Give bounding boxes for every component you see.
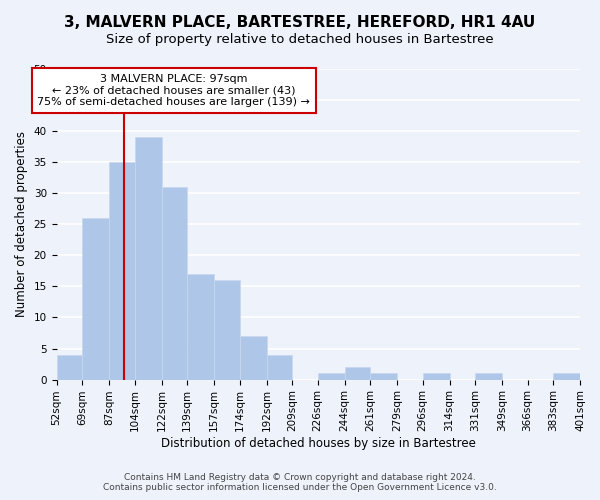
Bar (161, 187, 187, 380)
Bar (82, 218, 109, 380)
Bar (134, 138, 161, 380)
Text: Size of property relative to detached houses in Bartestree: Size of property relative to detached ho… (106, 32, 494, 46)
Bar (344, 367, 370, 380)
X-axis label: Distribution of detached houses by size in Bartestree: Distribution of detached houses by size … (161, 437, 476, 450)
Bar (317, 374, 344, 380)
Bar (214, 280, 239, 380)
Bar (239, 336, 266, 380)
Bar (187, 274, 214, 380)
Y-axis label: Number of detached properties: Number of detached properties (15, 132, 28, 318)
Bar (109, 162, 134, 380)
Bar (422, 374, 449, 380)
Bar (370, 374, 397, 380)
Bar (266, 354, 292, 380)
Bar (56, 354, 82, 380)
Text: 3 MALVERN PLACE: 97sqm
← 23% of detached houses are smaller (43)
75% of semi-det: 3 MALVERN PLACE: 97sqm ← 23% of detached… (37, 74, 310, 107)
Bar (553, 374, 580, 380)
Text: Contains HM Land Registry data © Crown copyright and database right 2024.
Contai: Contains HM Land Registry data © Crown c… (103, 473, 497, 492)
Text: 3, MALVERN PLACE, BARTESTREE, HEREFORD, HR1 4AU: 3, MALVERN PLACE, BARTESTREE, HEREFORD, … (64, 15, 536, 30)
Bar (475, 374, 502, 380)
